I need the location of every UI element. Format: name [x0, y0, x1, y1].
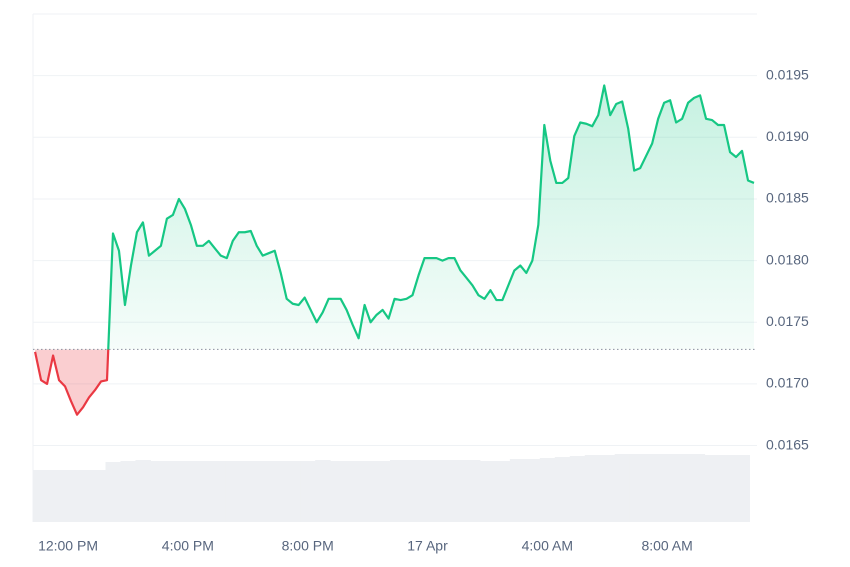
volume-bar: [75, 470, 92, 522]
volume-bar: [315, 460, 331, 522]
volume-bar: [120, 461, 136, 522]
volume-bar: [659, 454, 676, 522]
volume-bar: [375, 461, 391, 522]
x-tick-label: 17 Apr: [407, 538, 448, 554]
volume-bar: [614, 454, 631, 522]
volume-bar: [524, 459, 541, 522]
volume-bar: [479, 461, 496, 522]
x-tick-label: 8:00 AM: [641, 538, 692, 554]
volume-bar: [674, 454, 691, 522]
volume-bar: [210, 461, 226, 522]
volume-bar: [270, 461, 286, 522]
volume-bar: [569, 456, 586, 522]
y-tick-label: 0.0190: [766, 128, 809, 144]
volume-bar: [60, 470, 77, 522]
volume-bar: [285, 461, 301, 522]
price-line: [34, 84, 755, 416]
volume-bar: [300, 461, 316, 522]
volume-bar: [105, 462, 121, 522]
volume-bar: [494, 461, 511, 522]
volume-bar: [420, 460, 436, 522]
volume-bar: [45, 470, 62, 522]
volume-bar: [390, 460, 406, 522]
y-tick-label: 0.0185: [766, 190, 809, 206]
volume-bar: [449, 460, 466, 522]
price-area: [35, 85, 755, 415]
volume-bar: [180, 461, 196, 522]
y-tick-label: 0.0175: [766, 313, 809, 329]
volume-bar: [719, 455, 736, 522]
volume-bar: [599, 455, 616, 522]
x-tick-label: 8:00 PM: [282, 538, 334, 554]
volume-bar: [330, 461, 346, 522]
volume-bar: [225, 461, 241, 522]
volume-bar: [434, 460, 451, 522]
y-tick-label: 0.0170: [766, 375, 809, 391]
x-tick-label: 4:00 AM: [522, 538, 573, 554]
volume-bar: [629, 454, 646, 522]
volume-bar: [734, 455, 751, 522]
volume-bar: [150, 461, 166, 522]
volume-bar: [360, 461, 376, 522]
volume-bar: [240, 461, 256, 522]
volume-bar: [405, 460, 421, 522]
volume-bars: [33, 454, 751, 522]
x-tick-label: 12:00 PM: [38, 538, 98, 554]
volume-bar: [509, 459, 526, 522]
volume-bar: [644, 454, 661, 522]
y-tick-label: 0.0195: [766, 66, 809, 82]
volume-bar: [554, 457, 571, 522]
volume-bar: [345, 461, 361, 522]
volume-bar: [539, 458, 556, 522]
volume-bar: [90, 470, 106, 522]
volume-bar: [704, 455, 721, 522]
volume-bar: [33, 470, 47, 522]
x-tick-label: 4:00 PM: [162, 538, 214, 554]
y-tick-label: 0.0180: [766, 251, 809, 267]
volume-bar: [584, 455, 601, 522]
y-tick-label: 0.0165: [766, 436, 809, 452]
volume-bar: [689, 454, 706, 522]
volume-bar: [464, 460, 481, 522]
volume-bar: [135, 460, 151, 522]
volume-bar: [195, 461, 211, 522]
volume-bar: [165, 461, 181, 522]
volume-bar: [255, 461, 271, 522]
